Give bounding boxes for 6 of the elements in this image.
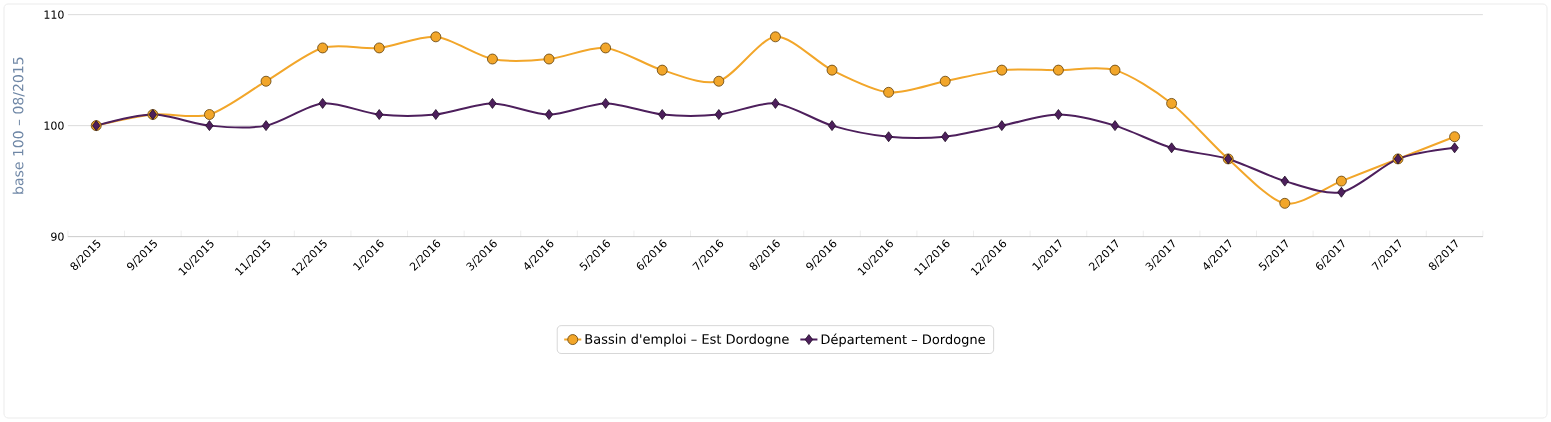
y-tick-label: 110 <box>44 10 64 19</box>
legend-label: Bassin d'emploi – Est Dordogne <box>585 333 789 347</box>
legend-label: Département – Dordogne <box>821 333 985 347</box>
y-tick-label: 90 <box>51 232 64 241</box>
y-axis-title: base 100 – 08/2015 <box>12 57 25 194</box>
y-tick-label: 100 <box>44 121 64 130</box>
